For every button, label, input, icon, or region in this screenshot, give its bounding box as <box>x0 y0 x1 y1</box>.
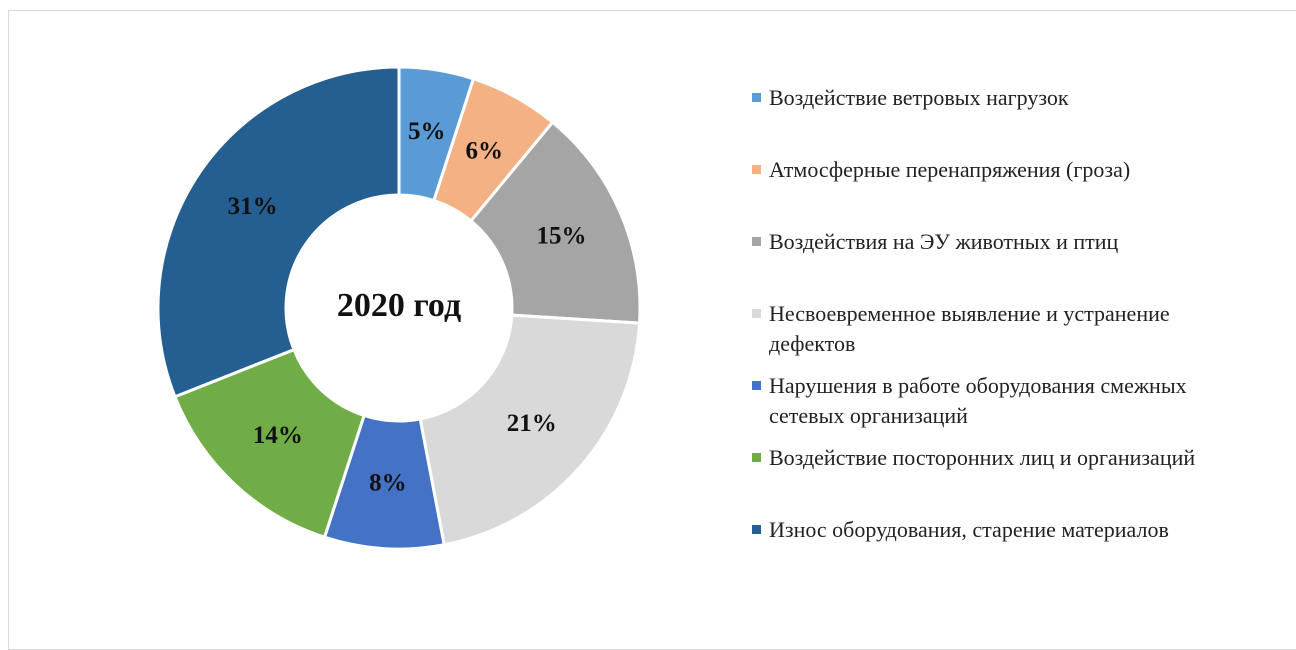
data-label: 8% <box>369 469 407 496</box>
legend-item: Износ оборудования, старение материалов <box>752 515 1169 545</box>
legend-label: Несвоевременное выявление и устранение д… <box>769 301 1170 356</box>
data-label: 6% <box>466 138 504 165</box>
chart-title: 2020 год <box>337 287 461 324</box>
slice <box>468 120 642 325</box>
legend-item: Воздействие ветровых нагрузок <box>752 83 1069 113</box>
data-label: 5% <box>408 118 446 145</box>
slices <box>156 65 642 551</box>
legend-item: Атмосферные перенапряжения (гроза) <box>752 155 1130 185</box>
legend-label: Нарушения в работе оборудования смежных … <box>769 373 1187 428</box>
legend-label: Воздействия на ЭУ животных и птиц <box>769 229 1119 254</box>
data-label: 21% <box>507 410 557 437</box>
legend-swatch <box>752 381 761 390</box>
chart: 2020 год 5% 6% 15% 21% 8% 14% 31% <box>156 65 642 551</box>
page: {"chart_data": {"type": "donut", "title"… <box>8 10 1296 650</box>
data-label: 31% <box>228 193 278 220</box>
legend-label: Воздействие ветровых нагрузок <box>769 85 1069 110</box>
legend-swatch <box>752 165 761 174</box>
slice <box>156 65 401 399</box>
legend-item: Несвоевременное выявление и устранение д… <box>752 299 1209 359</box>
legend-label: Воздействие посторонних лиц и организаци… <box>769 445 1196 470</box>
legend-label: Атмосферные перенапряжения (гроза) <box>769 157 1131 182</box>
legend-swatch <box>752 237 761 246</box>
legend-swatch <box>752 309 761 318</box>
data-label: 14% <box>253 422 303 449</box>
legend-label: Износ оборудования, старение материалов <box>769 517 1169 542</box>
data-label: 15% <box>536 222 586 249</box>
legend-swatch <box>752 93 761 102</box>
legend-swatch <box>752 453 761 462</box>
legend-swatch <box>752 525 761 534</box>
legend-item: Нарушения в работе оборудования смежных … <box>752 371 1209 431</box>
legend-item: Воздействия на ЭУ животных и птиц <box>752 227 1118 257</box>
legend-item: Воздействие посторонних лиц и организаци… <box>752 443 1195 473</box>
slice <box>418 313 642 547</box>
slice <box>172 347 366 540</box>
